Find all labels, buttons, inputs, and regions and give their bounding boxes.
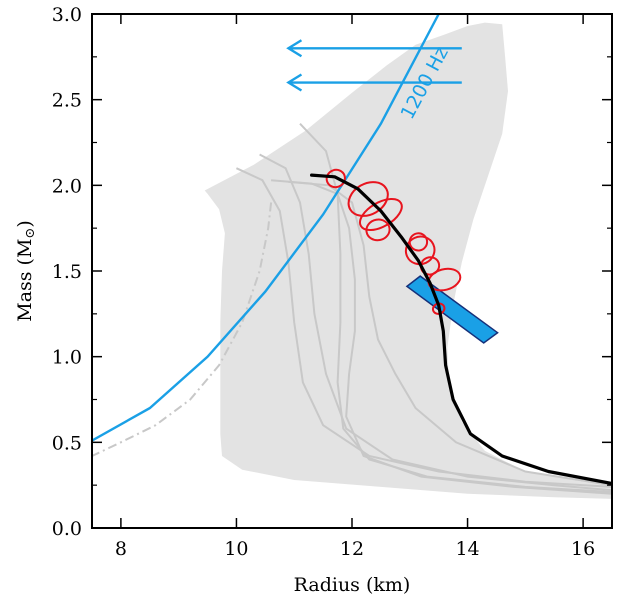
- y-tick-label-6: 3.0: [52, 4, 82, 26]
- measurement-contour-0: [325, 168, 346, 189]
- y-tick-label-2: 1.0: [52, 347, 82, 369]
- plot-area: 1200 Hz: [92, 14, 612, 499]
- gray-eos-curve-6: [288, 180, 612, 487]
- allowed-region-layer: [204, 22, 612, 499]
- gray-eos-curve-2: [235, 167, 612, 488]
- constraint-box-layer: [405, 275, 499, 344]
- allowed-region-band: [204, 22, 612, 499]
- y-tick-label-0: 0.0: [52, 518, 82, 540]
- constraint-box: [405, 275, 499, 344]
- spin-limit-layer: [92, 14, 441, 442]
- x-tick-label-3: 14: [455, 538, 479, 560]
- measurement-contour-3: [365, 218, 391, 242]
- measurement-contour-1: [347, 181, 389, 217]
- x-axis-label: Radius (km): [294, 574, 411, 596]
- y-tick-label-3: 1.5: [52, 261, 82, 283]
- x-tick-label-0: 8: [115, 538, 127, 560]
- gray-eos-curve-7: [92, 202, 273, 457]
- x-tick-label-2: 12: [340, 538, 364, 560]
- main-curve-layer: [310, 173, 612, 486]
- gray-eos-curve-3: [259, 153, 612, 492]
- ticks-layer: 8 10 12 14 16 0.0 0.5 1.0 1.5 2.0 2.5 3.0: [52, 4, 612, 560]
- direction-arrow-1: [286, 73, 462, 92]
- y-axis-label-text: Mass (M: [14, 239, 36, 322]
- y-axis-label-symbol: ⊙: [23, 228, 38, 239]
- gray-curves-layer: [92, 123, 612, 495]
- spin-limit-curve: [92, 14, 441, 442]
- y-axis-label-close: ): [14, 220, 36, 227]
- x-tick-label-4: 16: [571, 538, 595, 560]
- y-tick-label-5: 2.5: [52, 90, 82, 112]
- mass-radius-curve: [310, 173, 612, 486]
- y-axis-label: Mass (M⊙): [14, 220, 38, 322]
- gray-eos-curve-5: [271, 179, 612, 495]
- x-tick-label-1: 10: [224, 538, 248, 560]
- direction-arrow-0: [286, 39, 462, 58]
- y-tick-label-4: 2.0: [52, 175, 82, 197]
- measurement-contour-5: [408, 232, 429, 252]
- measurement-contour-4: [404, 235, 436, 266]
- y-tick-label-1: 0.5: [52, 432, 82, 454]
